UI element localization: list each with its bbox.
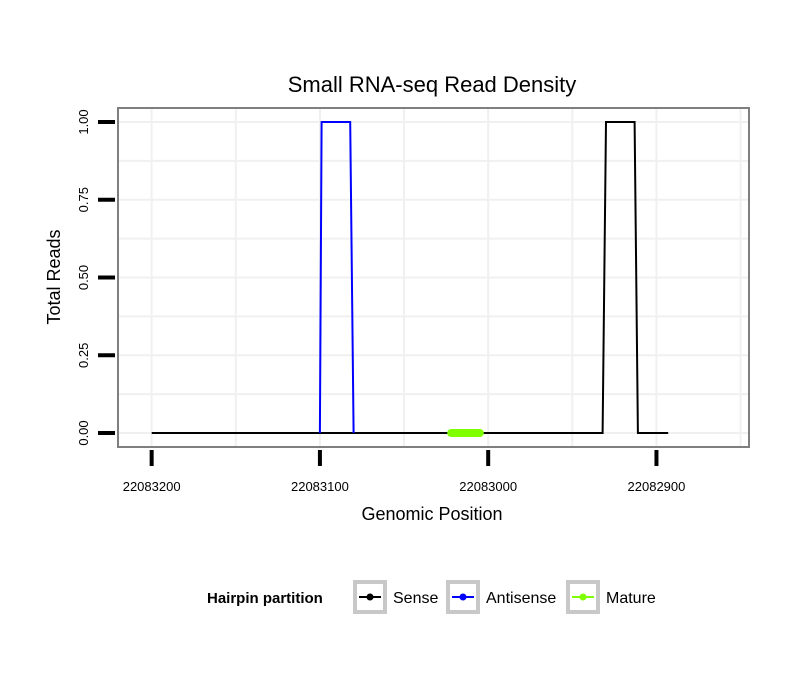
legend-key-point bbox=[579, 593, 587, 601]
x-tick-label: 22082900 bbox=[628, 479, 686, 494]
y-tick-label: 0.00 bbox=[76, 420, 91, 445]
legend-label: Antisense bbox=[486, 590, 556, 607]
legend-key-point bbox=[459, 593, 467, 601]
x-tick-label: 22083100 bbox=[291, 479, 349, 494]
plot-panel-border bbox=[117, 107, 750, 448]
y-tick-label: 1.00 bbox=[76, 109, 91, 134]
data-layer bbox=[151, 121, 669, 437]
series-line-sense bbox=[151, 121, 669, 434]
y-tick-label: 0.25 bbox=[76, 343, 91, 368]
legend-title: Hairpin partition bbox=[207, 590, 323, 607]
legend-label: Sense bbox=[393, 590, 438, 607]
x-tick-label: 22083000 bbox=[459, 479, 517, 494]
axes: 0.00 0.25 0.50 0.75 1.00 22083200 22083100 2208… bbox=[76, 109, 685, 494]
y-tick-label: 0.50 bbox=[76, 265, 91, 290]
legend-key-point bbox=[366, 593, 374, 601]
x-tick-label: 22083200 bbox=[123, 479, 181, 494]
y-tick-label: 0.75 bbox=[76, 187, 91, 212]
x-axis-label: Genomic Position bbox=[361, 504, 502, 524]
series-line-antisense bbox=[318, 121, 355, 434]
legend-label: Mature bbox=[606, 590, 656, 607]
legend: Hairpin partition Sense Antisense Mature bbox=[207, 580, 656, 614]
y-axis-label: Total Reads bbox=[44, 229, 64, 324]
chart-title: Small RNA-seq Read Density bbox=[288, 72, 577, 97]
